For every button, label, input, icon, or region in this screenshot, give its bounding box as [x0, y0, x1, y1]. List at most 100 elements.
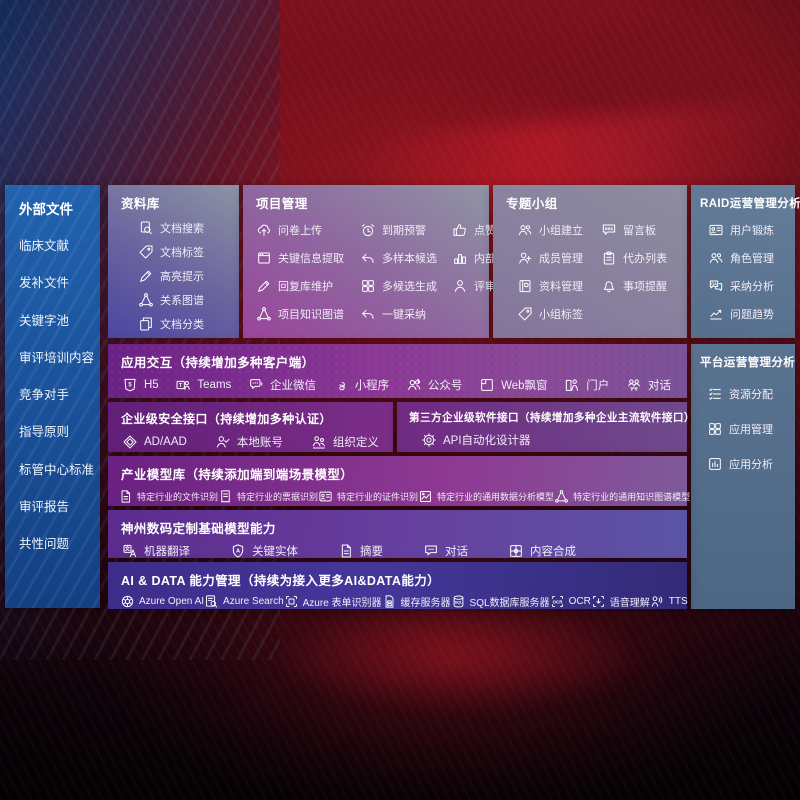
client-item-label: 小程序 [354, 380, 390, 392]
raid-item-label: 采纳分析 [730, 281, 774, 293]
project-item[interactable]: 项目知识图谱 [256, 306, 360, 322]
sidebar-item[interactable]: 共性问题 [19, 533, 98, 552]
library-item[interactable]: 关系图谱 [138, 292, 239, 308]
group-item[interactable]: 成员管理 [517, 250, 601, 266]
client-item[interactable]: 门户 [564, 377, 609, 393]
ai-service-item[interactable]: OCR OCR [550, 594, 591, 609]
h5-icon: 5 [122, 377, 138, 393]
model-item[interactable]: 特定行业的通用知识图谱模型 [554, 489, 690, 504]
ai-service-item[interactable]: Azure Open AI [120, 594, 204, 609]
client-item[interactable]: 公众号 [406, 377, 462, 393]
library-item[interactable]: 高亮提示 [138, 268, 239, 284]
raid-item[interactable]: 角色管理 [708, 250, 795, 266]
library-item[interactable]: 文档分类 [138, 316, 239, 332]
capability-item-label: 对话 [445, 546, 468, 558]
sidebar-item[interactable]: 审评报告 [19, 496, 98, 515]
raid-item[interactable]: 问题趋势 [708, 306, 795, 322]
ocr-icon: OCR [550, 594, 565, 609]
raid-item-label: 问题趋势 [730, 309, 774, 321]
receipt-icon [218, 489, 233, 504]
ai-service-item[interactable]: 缓存服务器 [382, 594, 451, 609]
model-item[interactable]: 特定行业的文件识别 [118, 489, 218, 504]
project-item[interactable]: 一键采纳 [360, 306, 452, 322]
client-item[interactable]: 小程序 [333, 377, 390, 393]
panel-title: 专题小组 [506, 197, 558, 211]
capability-item[interactable]: 摘要 [338, 543, 383, 559]
model-item-label: 特定行业的票据识别 [237, 492, 319, 502]
raid-item[interactable]: 用户锻炼 [708, 222, 795, 238]
platform-item[interactable]: 应用管理 [707, 421, 795, 437]
project-item[interactable]: 多候选生成 [360, 278, 452, 294]
group-item[interactable]: 小组标签 [517, 306, 601, 322]
group-item-label: 小组建立 [539, 225, 583, 237]
client-item[interactable]: 企业微信 [248, 377, 316, 393]
summary-doc-icon [118, 489, 133, 504]
group-item[interactable]: 小组建立 [517, 222, 601, 238]
group-item[interactable]: 资料管理 [517, 278, 601, 294]
sidebar-item-list: 临床文献发补文件关键字池审评培训内容 竞争对手指导原则标管中心标准 审评报告共性问题 [19, 235, 98, 552]
library-item[interactable]: 文档标签 [138, 244, 239, 260]
capability-item[interactable]: 文 机器翻译 [122, 543, 190, 559]
ai-service-item[interactable]: Azure Search [204, 594, 284, 609]
svg-text:5: 5 [128, 383, 132, 389]
platform-item[interactable]: 应用分析 [707, 456, 795, 472]
panel-title: 应用交互（持续增加多种客户端） [121, 356, 315, 370]
client-item[interactable]: T Teams [175, 377, 231, 393]
project-item-label: 一键采纳 [382, 309, 426, 321]
client-item[interactable]: 5 H5 [122, 377, 159, 393]
portal-icon [564, 377, 580, 393]
project-item[interactable]: 回复库维护 [256, 278, 360, 294]
ai-service-item-label: Azure 表单识别器 [302, 598, 382, 609]
ai-service-item[interactable]: TTS [650, 594, 688, 609]
project-item-label: 问卷上传 [278, 225, 322, 237]
reply-arrow-icon [360, 250, 376, 266]
capability-item[interactable]: 内容合成 [508, 543, 576, 559]
person-add-icon [517, 250, 533, 266]
sidebar-item[interactable]: 关键字池 [19, 310, 98, 329]
group-item[interactable]: 代办列表 [601, 250, 687, 266]
raid-item[interactable]: QA 采纳分析 [708, 278, 795, 294]
group-item[interactable]: BBS 留言板 [601, 222, 687, 238]
client-item-label: Teams [197, 379, 232, 391]
openai-icon [120, 594, 135, 609]
summary-doc-icon [338, 543, 354, 559]
client-item[interactable]: 对话 [626, 377, 671, 393]
sidebar-item[interactable]: 指导原则 [19, 421, 98, 440]
shield-a-icon: A [230, 543, 246, 559]
sidebar-item[interactable]: 标管中心标准 [19, 459, 98, 478]
auth-item[interactable]: AD/AAD [122, 434, 187, 450]
list-check-icon [707, 386, 723, 402]
model-item[interactable]: 特定行业的通用数据分析模型 [418, 489, 554, 504]
model-item[interactable]: 特定行业的证件识别 [318, 489, 418, 504]
capability-item[interactable]: A 关键实体 [230, 543, 298, 559]
api-item[interactable]: API自动化设计器 [421, 432, 531, 448]
models-item-list: 特定行业的文件识别 特定行业的票据识别 特定行业的证件识别 特定行业的通用数据分析模型… [108, 483, 690, 504]
group-item-label: 资料管理 [539, 281, 583, 293]
library-item[interactable]: 文档搜索 [138, 220, 239, 236]
group-item[interactable]: 事项提醒 [601, 278, 687, 294]
project-item[interactable]: 问卷上传 [256, 222, 360, 238]
sidebar-item[interactable]: 发补文件 [19, 272, 98, 291]
sidebar-item[interactable]: 竞争对手 [19, 384, 98, 403]
ai-service-item[interactable]: SQL SQL数据库服务器 [451, 594, 550, 609]
ai-service-item[interactable]: 语音理解 [591, 594, 650, 609]
project-item[interactable]: 到期预警 [360, 222, 452, 238]
panel-title: RAID运营管理分析 [700, 198, 800, 210]
auth-item[interactable]: 组织定义 [311, 434, 379, 450]
dialog-icon [626, 377, 642, 393]
project-item[interactable]: 关键信息提取 [256, 250, 360, 266]
auth-item[interactable]: 本地账号 [215, 434, 283, 450]
client-item-label: H5 [144, 379, 159, 391]
project-item[interactable]: 多样本候选 [360, 250, 452, 266]
svg-text:文: 文 [125, 545, 131, 553]
model-item[interactable]: 特定行业的票据识别 [218, 489, 318, 504]
doc-search-icon [138, 220, 154, 236]
platform-item[interactable]: 资源分配 [707, 386, 795, 402]
sidebar-item[interactable]: 审评培训内容 [19, 347, 98, 366]
ai-service-item[interactable]: Azure 表单识别器 [284, 594, 382, 609]
capability-item[interactable]: 对话 [423, 543, 468, 559]
client-item[interactable]: Web飘窗 [479, 377, 548, 393]
svg-text:T: T [179, 383, 183, 389]
sidebar-item[interactable]: 临床文献 [19, 235, 98, 254]
ai-service-item-label: Azure Search [223, 596, 284, 607]
